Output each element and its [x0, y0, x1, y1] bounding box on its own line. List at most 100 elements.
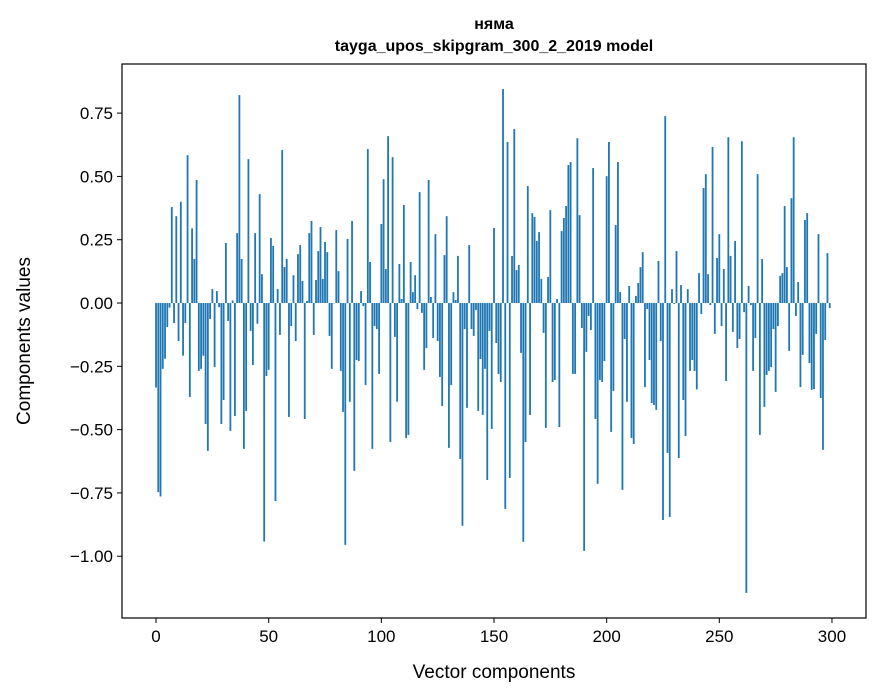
- bar-52: [272, 246, 275, 304]
- y-tick-label: 0.50: [80, 167, 113, 186]
- bar-119: [423, 303, 426, 370]
- bar-263: [747, 286, 750, 304]
- bar-139: [468, 245, 471, 304]
- bar-74: [321, 278, 324, 304]
- bar-103: [387, 136, 390, 304]
- bar-120: [425, 303, 428, 349]
- bar-196: [596, 303, 599, 484]
- bar-140: [470, 303, 473, 330]
- bar-187: [576, 138, 579, 304]
- bar-11: [179, 201, 182, 304]
- x-tick-label: 100: [367, 627, 395, 646]
- bar-55: [279, 303, 281, 335]
- bar-273: [770, 303, 773, 368]
- bar-23: [206, 303, 209, 451]
- bar-171: [540, 278, 543, 304]
- bar-150: [493, 228, 495, 304]
- bar-199: [603, 303, 606, 362]
- bar-163: [522, 303, 525, 542]
- bar-294: [817, 234, 820, 304]
- bar-36: [236, 233, 239, 304]
- bar-132: [452, 292, 455, 304]
- bar-290: [808, 303, 811, 364]
- bar-96: [371, 303, 374, 449]
- bar-97: [373, 303, 376, 327]
- bar-124: [434, 234, 437, 304]
- bar-94: [366, 149, 369, 304]
- y-tick-label: −0.25: [70, 357, 113, 376]
- bar-125: [436, 303, 439, 341]
- y-tick-label: −0.50: [70, 421, 113, 440]
- bar-123: [432, 303, 435, 338]
- bar-218: [646, 303, 649, 310]
- bar-284: [795, 303, 797, 316]
- bar-181: [562, 217, 565, 304]
- x-axis-ticks: 0 50 100 150 200 250 300: [151, 618, 846, 646]
- bar-106: [393, 303, 396, 337]
- bar-260: [740, 141, 743, 304]
- bar-183: [567, 165, 570, 304]
- plot-frame: [121, 63, 867, 619]
- bar-264: [749, 303, 752, 306]
- bar-269: [761, 258, 764, 304]
- bar-261: [743, 303, 746, 313]
- y-tick-label: 0.75: [80, 104, 113, 123]
- bar-222: [655, 303, 658, 410]
- bar-15: [188, 303, 191, 397]
- bar-9: [175, 216, 178, 304]
- bar-259: [738, 303, 741, 339]
- bar-190: [583, 303, 586, 551]
- bar-32: [227, 303, 230, 321]
- bar-154: [502, 89, 504, 304]
- bar-257: [734, 240, 736, 304]
- bar-105: [391, 157, 394, 304]
- bar-51: [270, 237, 272, 304]
- y-axis-ticks: 0.75 0.50 0.25 0.00 −0.25 −0.50 −0.75 −1.00: [70, 104, 122, 566]
- bar-46: [258, 194, 261, 304]
- bar-211: [630, 303, 633, 438]
- bar-153: [499, 303, 502, 383]
- bar-109: [400, 298, 403, 304]
- y-tick-label: 0.00: [80, 294, 113, 313]
- bar-25: [211, 289, 214, 304]
- bar-98: [375, 303, 378, 330]
- bar-75: [324, 241, 326, 304]
- bar-148: [488, 303, 491, 331]
- bar-22: [204, 303, 207, 425]
- x-tick-label: 250: [705, 627, 733, 646]
- chart-title: няма: [474, 16, 514, 33]
- bar-14: [186, 155, 189, 304]
- bar-20: [200, 303, 202, 369]
- bar-81: [337, 271, 340, 304]
- bar-298: [826, 253, 829, 304]
- bar-59: [288, 303, 290, 417]
- bar-195: [594, 303, 597, 419]
- bar-41: [247, 159, 250, 304]
- bar-77: [328, 303, 331, 336]
- bar-193: [589, 303, 592, 331]
- x-tick-label: 150: [480, 627, 508, 646]
- bar-220: [650, 303, 653, 404]
- bar-64: [299, 245, 302, 304]
- bar-80: [335, 230, 338, 304]
- bar-221: [653, 303, 655, 406]
- bar-241: [698, 273, 700, 304]
- y-tick-label: −0.75: [70, 484, 113, 503]
- bar-224: [659, 303, 662, 341]
- bar-271: [765, 303, 768, 375]
- bar-293: [815, 303, 818, 334]
- y-tick-label: −1.00: [70, 547, 113, 566]
- bar-131: [450, 303, 453, 386]
- bar-113: [409, 262, 412, 304]
- bar-272: [767, 303, 770, 371]
- bar-118: [420, 303, 423, 313]
- bar-33: [229, 303, 232, 431]
- bar-156: [506, 141, 509, 304]
- bar-85: [346, 238, 349, 304]
- x-tick-label: 0: [151, 627, 160, 646]
- bar-231: [675, 251, 678, 304]
- bar-37: [238, 95, 241, 304]
- bar-225: [662, 303, 664, 521]
- bar-3: [161, 303, 164, 369]
